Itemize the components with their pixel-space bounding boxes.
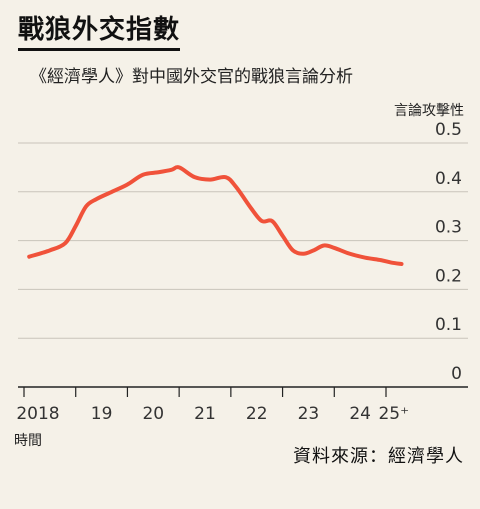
chart-subtitle: 《經濟學人》對中國外交官的戰狼言論分析 xyxy=(30,67,353,87)
x-tick-label: 19 xyxy=(91,404,113,424)
y-tick-label: 0.2 xyxy=(435,266,462,286)
x-tick-label: 23 xyxy=(298,404,320,424)
y-axis-label: 言論攻擊性 xyxy=(394,103,464,119)
x-tick-label: 25⁺ xyxy=(378,404,409,424)
x-tick-label: 22 xyxy=(246,404,268,424)
series-lines xyxy=(27,165,404,267)
y-tick-label: 0.5 xyxy=(435,120,462,140)
y-tick-label: 0.4 xyxy=(435,169,462,189)
y-tick-labels: 0 0.1 0.2 0.3 0.4 0.5 xyxy=(435,120,462,384)
x-axis: 2018 19 20 21 22 23 24 25⁺ xyxy=(16,386,468,424)
source-note: 資料來源：經濟學人 xyxy=(293,446,464,467)
x-tick-label: 20 xyxy=(142,404,164,424)
x-tick-label: 24 xyxy=(349,404,371,424)
x-tick-label: 2018 xyxy=(16,404,59,424)
y-tick-label: 0.1 xyxy=(435,315,462,335)
y-tick-label: 0 xyxy=(451,364,462,384)
chart-title: 戰狼外交指數 xyxy=(18,14,181,51)
x-axis-label: 時間 xyxy=(14,433,42,449)
gridlines xyxy=(18,142,468,388)
y-tick-label: 0.3 xyxy=(435,218,462,238)
series-line xyxy=(27,165,404,267)
x-tick-label: 21 xyxy=(194,404,216,424)
